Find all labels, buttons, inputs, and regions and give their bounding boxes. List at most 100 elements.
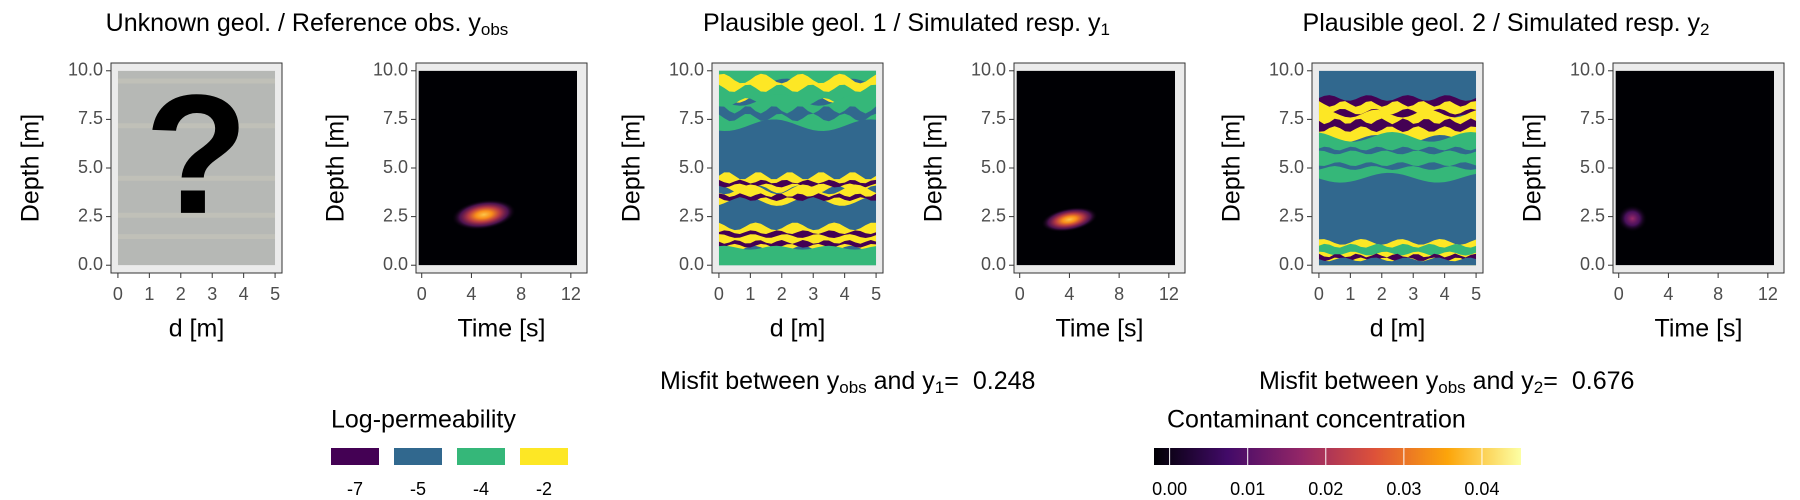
panel-title: Unknown geol. / Reference obs. yobs: [106, 9, 509, 40]
panel: 0 1 2 3 4 5 0.0 2.5 5.0 7.5 10.0 d [m] Depth [m]: [1218, 60, 1484, 343]
geology-layer: [1318, 146, 1477, 155]
misfit-text: Misfit between yobs and y1= 0.248: [660, 367, 1035, 398]
legend-label: -5: [410, 479, 426, 499]
x-tick-label: 0: [417, 284, 427, 304]
x-tick-label: 0: [113, 284, 123, 304]
heatmap: [1318, 70, 1477, 266]
legend-key: [457, 448, 505, 465]
heatmap: ?: [117, 60, 276, 266]
geology-layer: [1318, 253, 1477, 262]
x-tick-label: 4: [239, 284, 249, 304]
y-axis-label: Depth [m]: [920, 114, 948, 222]
title-text: Unknown geol. / Reference obs. y: [106, 9, 482, 37]
x-tick-label: 5: [270, 284, 280, 304]
response-field: [1615, 70, 1775, 266]
title-subscript: obs: [481, 20, 508, 39]
response-field: [1016, 70, 1176, 266]
misfit-subscript: obs: [839, 378, 866, 397]
legend-key: [520, 448, 568, 465]
y-tick-label: 5.0: [1580, 157, 1605, 177]
y-tick-label: 7.5: [383, 108, 408, 128]
x-tick-label: 2: [777, 284, 787, 304]
x-axis-label: Time [s]: [458, 315, 546, 343]
x-tick-label: 12: [561, 284, 581, 304]
y-axis-label: Depth [m]: [1218, 114, 1246, 222]
y-tick-label: 7.5: [1279, 108, 1304, 128]
faint-layer: [117, 234, 276, 240]
y-tick-label: 0.0: [679, 254, 704, 274]
misfit-label: and y: [1466, 367, 1535, 395]
response-field: [418, 70, 578, 266]
misfit-label: =: [944, 367, 959, 395]
geology-layer: [718, 106, 877, 122]
y-tick-label: 0.0: [383, 254, 408, 274]
legend-key: [331, 448, 379, 465]
legend-label: -7: [347, 479, 363, 499]
x-tick-label: 2: [1377, 284, 1387, 304]
legend-label: -2: [536, 479, 552, 499]
y-axis-label: Depth [m]: [17, 114, 45, 222]
x-tick-label: 0: [1015, 284, 1025, 304]
geology-layer: [1318, 243, 1477, 256]
legend-key: [394, 448, 442, 465]
y-tick-label: 7.5: [679, 108, 704, 128]
heatmap: [1016, 70, 1176, 266]
legend-title: Log-permeability: [331, 406, 516, 434]
faint-layer: [117, 78, 276, 84]
misfit-label: and y: [867, 367, 936, 395]
heatmap: [1615, 70, 1775, 266]
geology-layer: [718, 239, 877, 248]
x-tick-label: 5: [1471, 284, 1481, 304]
panel: 0 4 8 12 0.0 2.5 5.0 7.5 10.0 Time [s] Depth [m]: [322, 60, 588, 343]
x-tick-label: 2: [176, 284, 186, 304]
panel: 0 4 8 12 0.0 2.5 5.0 7.5 10.0 Time [s] Depth [m]: [920, 60, 1186, 343]
x-tick-label: 3: [1408, 284, 1418, 304]
unknown-field: [117, 70, 276, 266]
y-axis-label: Depth [m]: [618, 114, 646, 222]
y-tick-label: 7.5: [78, 108, 103, 128]
x-tick-label: 12: [1159, 284, 1179, 304]
geology-layer: [1318, 162, 1477, 170]
colorbar-label: 0.03: [1386, 479, 1421, 499]
x-tick-label: 8: [1114, 284, 1124, 304]
colorbar-label: 0.02: [1308, 479, 1343, 499]
panel: 0 4 8 12 0.0 2.5 5.0 7.5 10.0 Time [s] Depth [m]: [1519, 60, 1785, 343]
misfit-subscript: 1: [935, 378, 944, 397]
geology-layer: [1318, 101, 1477, 115]
panel-title: Plausible geol. 1 / Simulated resp. y1: [703, 9, 1110, 40]
plume: [1041, 207, 1098, 233]
misfit-text: Misfit between yobs and y2= 0.676: [1259, 367, 1634, 398]
geology-layer: [718, 245, 877, 266]
y-tick-label: 10.0: [373, 60, 408, 80]
x-tick-label: 5: [871, 284, 881, 304]
geology-layer: [718, 84, 877, 106]
x-tick-label: 1: [144, 284, 154, 304]
misfit-label: Misfit between y: [660, 367, 840, 395]
x-tick-label: 4: [466, 284, 476, 304]
x-tick-label: 8: [516, 284, 526, 304]
x-tick-label: 4: [1663, 284, 1673, 304]
y-tick-label: 5.0: [1279, 157, 1304, 177]
y-tick-label: 10.0: [971, 60, 1006, 80]
x-axis-label: d [m]: [169, 315, 225, 343]
x-tick-label: 4: [1064, 284, 1074, 304]
faint-layer: [117, 212, 276, 218]
y-tick-label: 10.0: [669, 60, 704, 80]
x-tick-label: 12: [1758, 284, 1778, 304]
colorbar-label: 0.01: [1230, 479, 1265, 499]
x-tick-label: 4: [1440, 284, 1450, 304]
question-mark: ?: [145, 60, 249, 250]
x-tick-label: 8: [1713, 284, 1723, 304]
colorbar-label: 0.04: [1464, 479, 1499, 499]
misfit-value: 0.676: [1572, 367, 1635, 395]
x-axis-label: d [m]: [770, 315, 826, 343]
x-tick-label: 4: [840, 284, 850, 304]
colorbar: [1154, 448, 1521, 465]
x-axis-label: Time [s]: [1056, 315, 1144, 343]
title-text: Plausible geol. 1 / Simulated resp. y: [703, 9, 1101, 37]
y-tick-label: 2.5: [1279, 205, 1304, 225]
y-tick-label: 5.0: [679, 157, 704, 177]
geology-layer: [718, 179, 877, 188]
